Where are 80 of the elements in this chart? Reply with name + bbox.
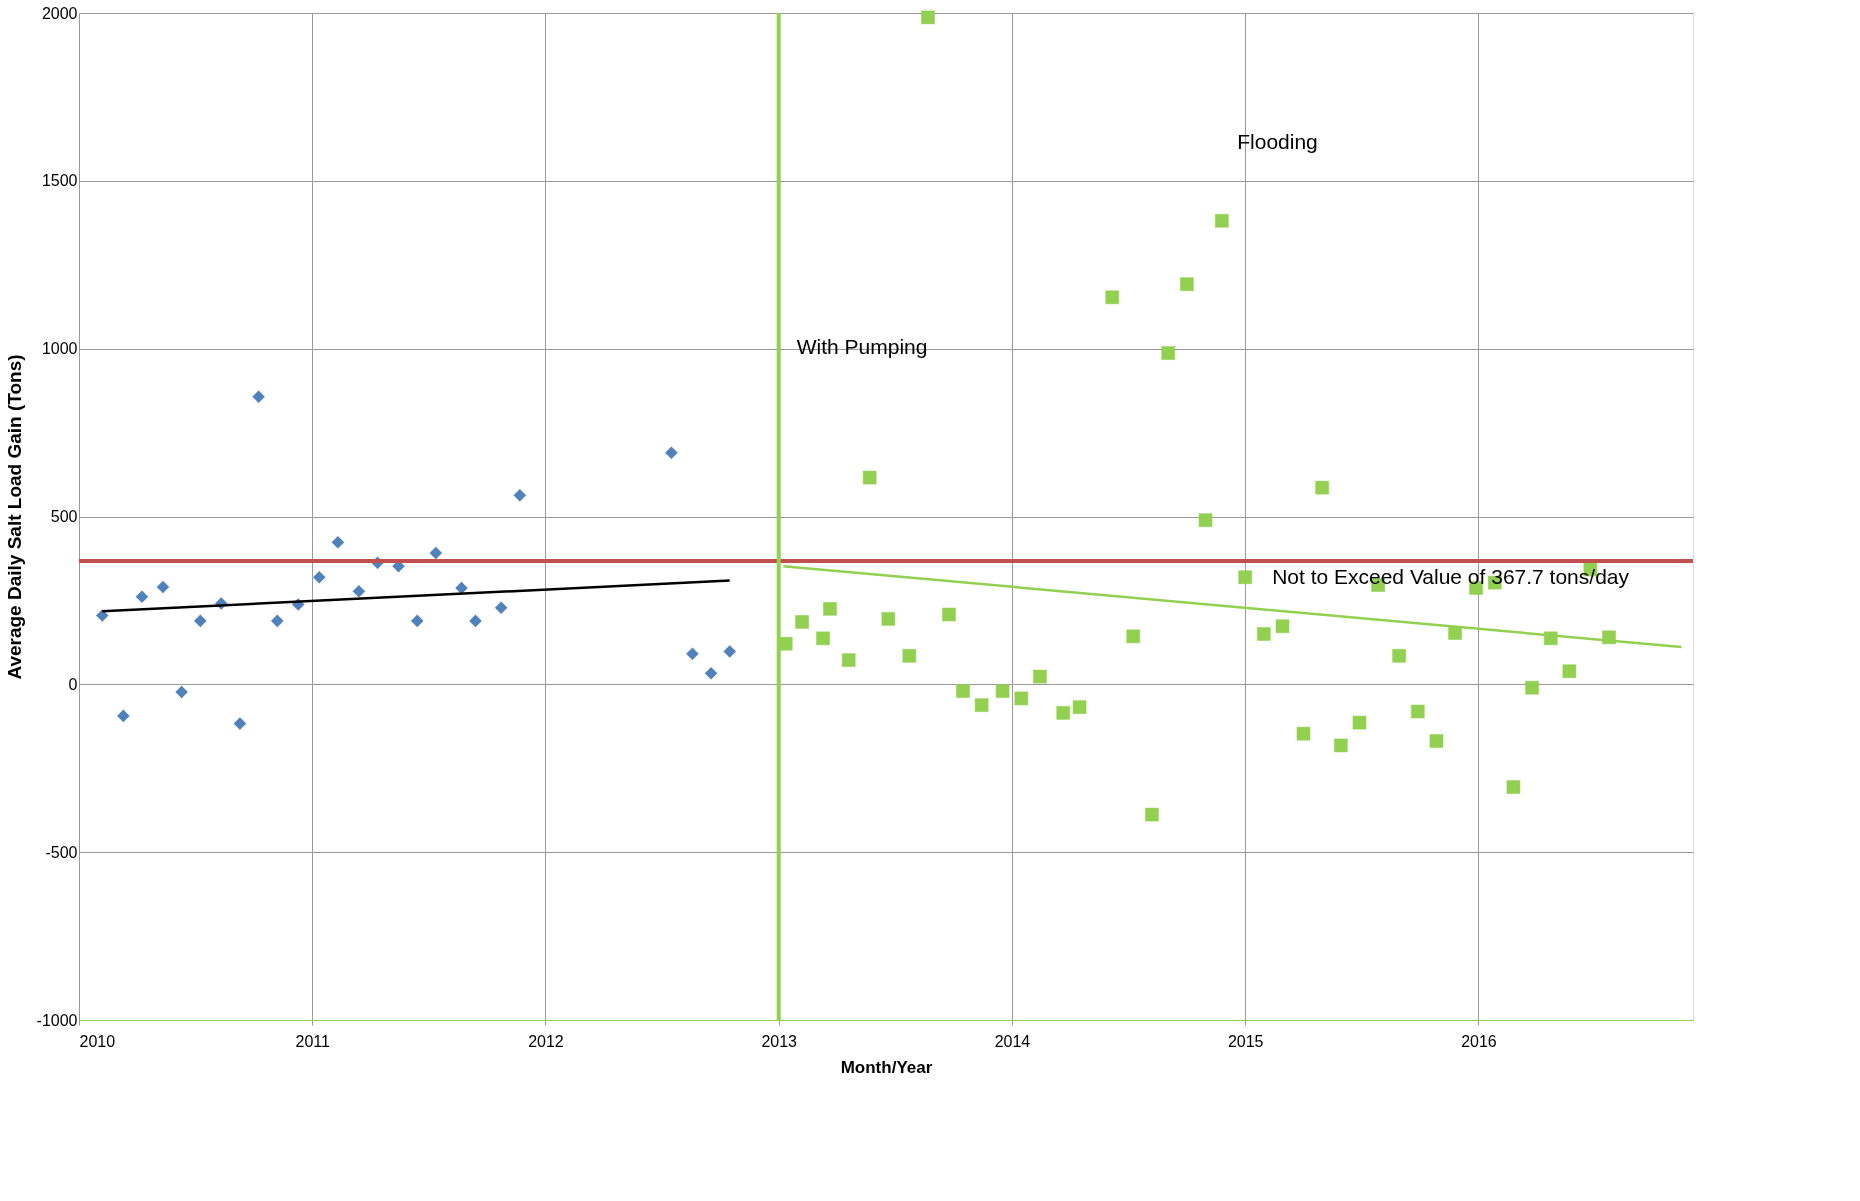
point: [1056, 706, 1071, 720]
point: [410, 614, 424, 628]
point: [862, 470, 877, 485]
y-tick-label: 2000: [41, 4, 78, 22]
point: [1198, 513, 1213, 527]
y-axis-title: Average Daily Salt Load Gain (Tons): [3, 354, 25, 680]
point: [1296, 726, 1311, 741]
point: [974, 698, 989, 712]
point: [156, 580, 170, 594]
point: [956, 684, 970, 698]
point: [1257, 627, 1271, 641]
point: [685, 647, 700, 661]
point: [1543, 631, 1558, 646]
y-tick-label: 1000: [41, 340, 78, 358]
point: [494, 601, 508, 615]
point: [251, 389, 266, 404]
point: [1562, 664, 1577, 679]
x-tick-label: 2015: [1227, 1032, 1264, 1050]
point: [1525, 680, 1539, 695]
ref-line-label: With Pumping: [796, 334, 928, 358]
point: [881, 612, 896, 626]
point: [1506, 780, 1521, 794]
point: [193, 614, 208, 628]
point: [704, 666, 718, 681]
point: [1126, 629, 1140, 644]
point: [1602, 630, 1616, 645]
annotation: Flooding: [1237, 129, 1318, 153]
point: [778, 636, 793, 651]
x-tick-label: 2012: [528, 1032, 564, 1050]
y-tick-label: 0: [68, 675, 78, 693]
point: [795, 615, 809, 629]
point: [331, 535, 345, 550]
point: [1315, 480, 1329, 495]
point: [429, 546, 443, 560]
point: [921, 10, 935, 25]
y-tick-label: -1000: [36, 1011, 78, 1029]
point: [1072, 700, 1087, 714]
point: [270, 614, 285, 628]
point: [816, 631, 830, 646]
point: [1215, 214, 1229, 228]
point: [1033, 669, 1047, 684]
point: [174, 685, 189, 699]
point: [902, 649, 917, 663]
point: [1352, 715, 1367, 730]
point: [1411, 704, 1425, 719]
point: [95, 608, 110, 623]
point: [942, 607, 956, 622]
point: [513, 488, 527, 503]
y-tick-label: -500: [45, 843, 78, 861]
point: [135, 589, 149, 604]
y-tick-label: 1500: [41, 172, 78, 190]
point: [1448, 626, 1462, 640]
point: [454, 581, 469, 595]
point: [722, 644, 737, 659]
point: [1238, 570, 1252, 585]
point: [116, 709, 131, 723]
point: [1429, 734, 1444, 748]
x-tick-label: 2010: [79, 1032, 116, 1050]
point: [664, 445, 679, 460]
point: [1161, 346, 1175, 360]
point: [312, 570, 326, 585]
point: [1105, 290, 1120, 305]
point: [1392, 649, 1406, 663]
point: [1180, 277, 1194, 291]
x-tick-label: 2013: [761, 1032, 798, 1050]
point: [1145, 807, 1159, 822]
point: [352, 584, 366, 599]
point: [468, 614, 483, 628]
point: [995, 684, 1010, 698]
x-tick-label: 2011: [295, 1032, 331, 1050]
point: [1334, 738, 1348, 753]
x-tick-label: 2016: [1461, 1032, 1497, 1050]
point: [1014, 691, 1029, 706]
x-axis-title: Month/Year: [840, 1057, 933, 1077]
x-tick-label: 2014: [994, 1032, 1031, 1050]
point: [841, 653, 856, 667]
y-tick-label: 500: [50, 508, 78, 525]
point: [823, 602, 837, 616]
point: [233, 716, 247, 731]
point: [1275, 619, 1290, 634]
